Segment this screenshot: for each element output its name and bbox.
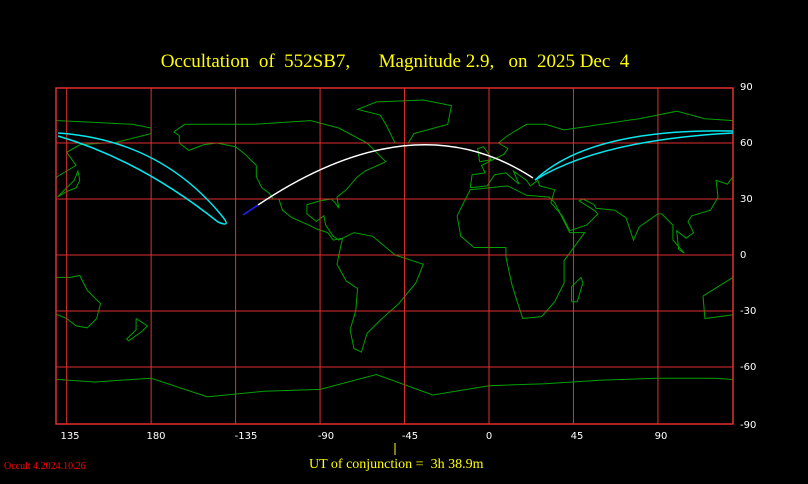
- coastline-north-america: [173, 120, 387, 241]
- x-label: -135: [234, 431, 258, 442]
- x-label: -90: [317, 431, 335, 442]
- y-label: -60: [740, 362, 757, 373]
- x-label: 180: [146, 431, 166, 442]
- path-limit-right-south: [534, 132, 733, 181]
- y-label: 60: [740, 138, 753, 149]
- y-label: 0: [740, 250, 747, 261]
- y-label: 90: [740, 82, 753, 93]
- y-label: -90: [740, 420, 757, 431]
- coastline-japan: [56, 169, 81, 198]
- map-border: [55, 87, 734, 425]
- coastline-greenland: [355, 99, 453, 144]
- coastline-eurasia: [56, 120, 152, 180]
- ut-conjunction: UT of conjunction = 3h 38.9m: [309, 457, 484, 472]
- coastline-australia: [56, 274, 102, 329]
- coastline-new-zealand: [125, 318, 149, 342]
- path-prior-segment: [242, 204, 259, 216]
- x-label: 45: [570, 431, 584, 442]
- version-label: Occult 4.2024.10.26: [4, 461, 86, 472]
- x-label: -45: [401, 431, 419, 442]
- x-label: 90: [654, 431, 668, 442]
- x-label: 135: [60, 431, 80, 442]
- coastline-eurasia: [469, 110, 733, 254]
- map-title: Occultation of 552SB7, Magnitude 2.9, on…: [160, 51, 630, 72]
- coastline-antarctica: [150, 373, 733, 398]
- coastline-australia: [702, 276, 733, 320]
- y-label: 30: [740, 194, 753, 205]
- path-limit-left-loop: [57, 132, 227, 225]
- coastline-south-america: [336, 232, 424, 353]
- path-center-line: [257, 144, 534, 206]
- x-label: 0: [485, 431, 493, 442]
- coastline-madagascar: [571, 276, 584, 303]
- coastline-antarctica: [56, 377, 152, 383]
- y-label: -30: [740, 306, 757, 317]
- grid-lines: [56, 88, 733, 424]
- coastline-africa: [456, 185, 586, 320]
- path-limit-right-north: [534, 130, 733, 181]
- coastline-new-zealand: [803, 319, 808, 341]
